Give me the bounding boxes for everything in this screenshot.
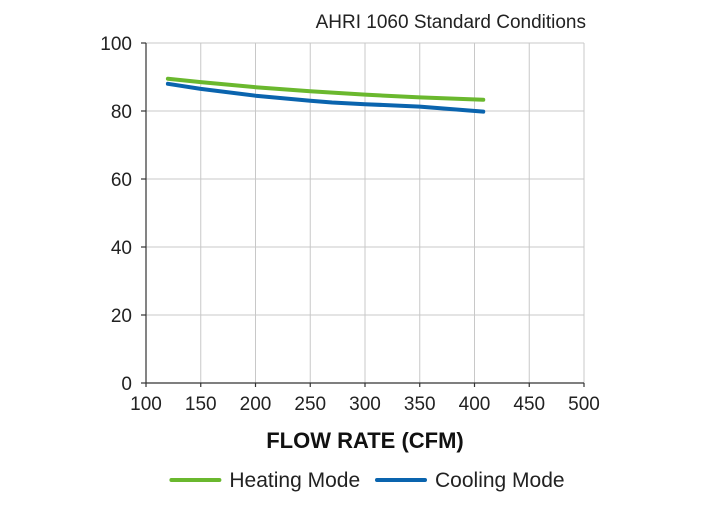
- x-tick-label: 250: [294, 394, 326, 415]
- x-tick-label: 350: [404, 394, 436, 415]
- x-tick-label: 200: [240, 394, 272, 415]
- series-line-heating-mode: [165, 76, 486, 102]
- series-lines: [165, 76, 486, 114]
- y-tick-label: 20: [111, 306, 132, 327]
- x-tick-label: 100: [130, 394, 162, 415]
- x-tick-label: 300: [349, 394, 381, 415]
- x-tick-label: 450: [513, 394, 545, 415]
- legend-label: Cooling Mode: [435, 469, 565, 492]
- y-tick-label: 60: [111, 170, 132, 191]
- x-axis-label: FLOW RATE (CFM): [266, 428, 464, 453]
- y-tick-label: 80: [111, 102, 132, 123]
- y-tick-label: 0: [121, 374, 132, 395]
- y-tick-label: 100: [100, 34, 132, 55]
- x-tick-label: 150: [185, 394, 217, 415]
- x-tick-label: 500: [568, 394, 600, 415]
- chart-subtitle: AHRI 1060 Standard Conditions: [316, 12, 586, 33]
- x-tick-label: 400: [459, 394, 491, 415]
- axes: [141, 42, 585, 387]
- legend-label: Heating Mode: [229, 469, 360, 492]
- legend: Heating Mode Cooling Mode: [169, 469, 565, 492]
- y-tick-label: 40: [111, 238, 132, 259]
- tick-labels: 100 150 200 250 300 350 400 450 500 0 20 40 60 80 100: [100, 34, 600, 415]
- series-line-cooling-mode: [165, 81, 486, 114]
